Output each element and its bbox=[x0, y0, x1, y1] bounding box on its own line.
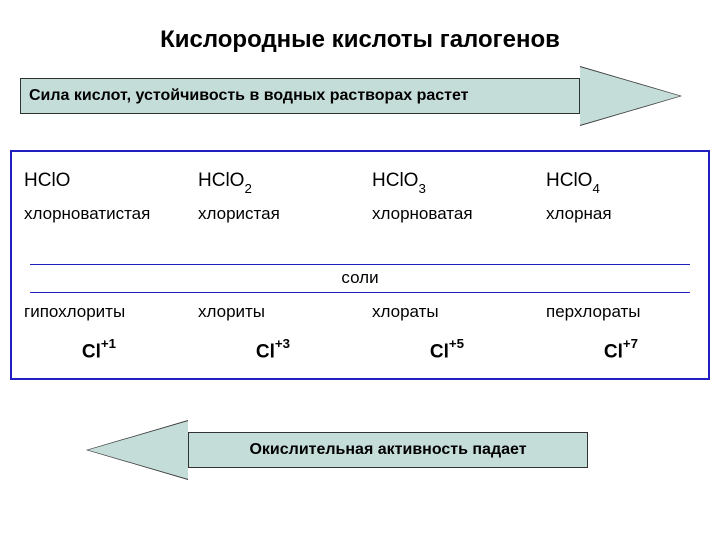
ox-4: Cl+7 bbox=[534, 338, 708, 363]
formula-row: HClO HClO2 HClO3 HClO4 bbox=[12, 170, 708, 194]
salts-label: соли bbox=[12, 268, 708, 288]
acid-name-row: хлорноватистая хлористая хлорноватая хло… bbox=[12, 204, 708, 224]
salt-4: перхлораты bbox=[534, 302, 708, 322]
top-arrow-box: Сила кислот, устойчивость в водных раств… bbox=[20, 78, 580, 114]
salt-1: гипохлориты bbox=[12, 302, 186, 322]
top-arrow-head bbox=[580, 67, 680, 125]
bottom-arrow-label: Окислительная активность падает bbox=[249, 441, 526, 459]
top-arrow-label: Сила кислот, устойчивость в водных раств… bbox=[29, 87, 469, 105]
hr-line-2 bbox=[30, 292, 690, 293]
ox-2: Cl+3 bbox=[186, 338, 360, 363]
salt-3: хлораты bbox=[360, 302, 534, 322]
acid-name-3: хлорноватая bbox=[360, 204, 534, 224]
acid-name-2: хлористая bbox=[186, 204, 360, 224]
ox-3: Cl+5 bbox=[360, 338, 534, 363]
acid-formula-3: HClO3 bbox=[360, 170, 534, 194]
acid-formula-1: HClO bbox=[12, 170, 186, 194]
oxstate-row: Cl+1 Cl+3 Cl+5 Cl+7 bbox=[12, 338, 708, 363]
acids-table: HClO HClO2 HClO3 HClO4 хлорноватистая хл… bbox=[10, 150, 710, 380]
salts-row: гипохлориты хлориты хлораты перхлораты bbox=[12, 302, 708, 322]
acid-name-4: хлорная bbox=[534, 204, 708, 224]
salt-2: хлориты bbox=[186, 302, 360, 322]
hr-line-1 bbox=[30, 264, 690, 265]
bottom-arrow-box: Окислительная активность падает bbox=[188, 432, 588, 468]
acid-formula-2: HClO2 bbox=[186, 170, 360, 194]
ox-1: Cl+1 bbox=[12, 338, 186, 363]
acid-name-1: хлорноватистая bbox=[12, 204, 186, 224]
page-title: Кислородные кислоты галогенов bbox=[0, 26, 720, 54]
acid-formula-4: HClO4 bbox=[534, 170, 708, 194]
bottom-arrow-head bbox=[88, 421, 188, 479]
